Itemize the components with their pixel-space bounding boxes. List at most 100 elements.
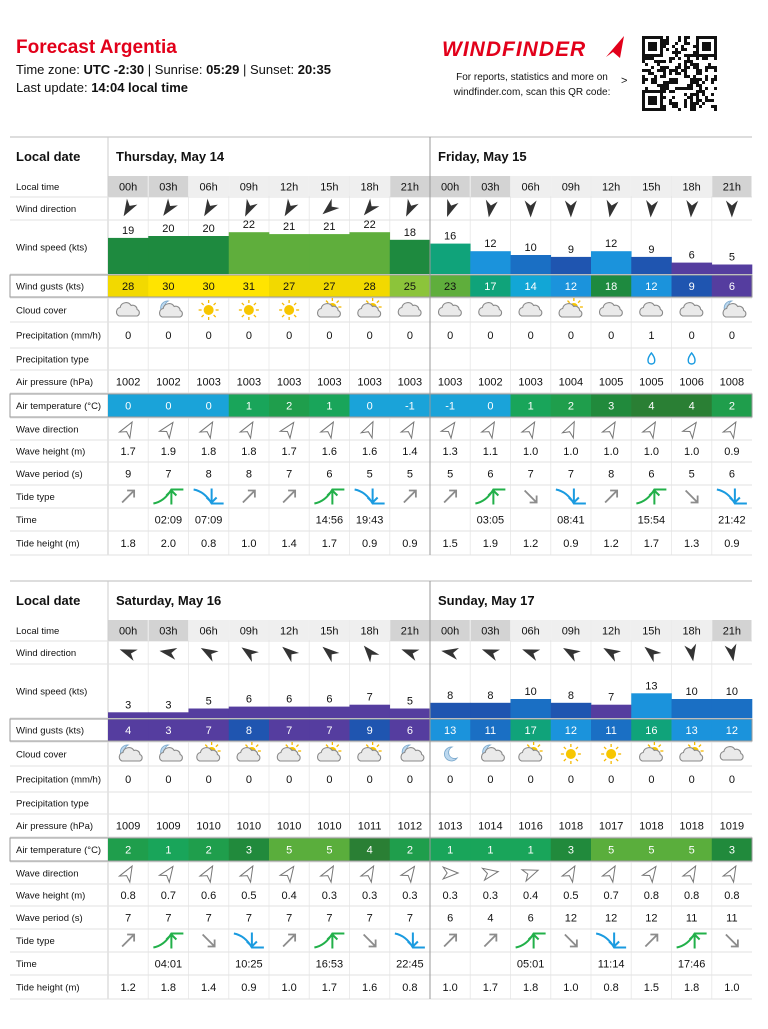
day-heading: Thursday, May 14 [116,149,225,164]
qr-module [696,81,699,84]
sun-ray [687,744,691,748]
cell-value: 1010 [196,821,220,833]
time-cell [470,620,510,641]
time-label: 09h [240,626,258,638]
cell-value: 1010 [237,821,261,833]
qr-module [705,75,708,78]
wind-arrow [606,199,619,218]
qr-module [708,54,711,57]
qr-module [669,90,672,93]
wind-value: 20 [203,223,215,235]
sun-ray [658,744,662,748]
qr-module [690,105,693,108]
wave-arrow [721,420,737,440]
cell-value: 27 [283,281,295,293]
time-label: 03h [481,626,499,638]
colored-cell [269,719,310,741]
sun-ray [603,758,607,762]
cell-value: 1 [528,845,534,857]
cloud-icon [276,742,302,762]
cell-value: 1.8 [241,446,256,458]
cell-value: 6 [729,469,735,481]
time-cell [430,176,470,197]
qr-module [705,69,708,72]
tide-arrow [362,933,377,948]
cell-value: 0.6 [201,890,216,902]
qr-module [696,84,699,87]
row-label: Wind direction [16,204,76,215]
time-cell [108,620,148,641]
wind-value: 6 [246,694,252,706]
cell-value: 1.7 [322,538,337,550]
qr-module [666,66,669,69]
cell-value: 2 [206,845,212,857]
time-label: 06h [521,626,539,638]
wave-arrow [520,420,536,440]
cell-value: 1.0 [563,446,578,458]
qr-module [663,96,666,99]
wave-arrow [480,420,496,440]
colored-cell [430,275,471,297]
cell-value: 1010 [317,821,341,833]
cell-value: 17 [525,725,537,737]
cell-value: 7 [286,469,292,481]
cell-value: 31 [243,281,255,293]
qr-module [654,96,657,99]
qr-module [705,66,708,69]
cell-value: 12 [726,725,738,737]
time-label: 03h [481,182,499,194]
colored-cell [510,394,552,417]
wind-arrow [123,198,138,217]
qr-module [675,81,678,84]
cell-value: 1.0 [281,982,296,994]
time-label: 09h [562,626,580,638]
qr-module [684,48,687,51]
colored-cell [309,719,350,741]
cell-value: 19:43 [356,515,384,527]
cell-value: 0.9 [402,538,417,550]
wind-bar [430,702,471,718]
row-label: Air temperature (°C) [16,401,101,412]
wind-arrow [401,649,420,661]
qr-module [681,87,684,90]
cloud-icon [679,742,704,762]
cell-value: 1.6 [362,446,377,458]
cell-value: 0 [407,774,413,786]
qr-module [696,99,699,102]
cell-value: 7 [568,469,574,481]
tide-icon [523,489,538,504]
qr-module [675,87,678,90]
qr-module [672,78,675,81]
wind-value: 3 [125,699,131,711]
tide-arrow [201,933,216,948]
qr-module [672,102,675,105]
cell-value: 4 [367,845,373,857]
qr-module [684,99,687,102]
wind-bar [470,702,511,718]
cell-value: 1003 [398,377,422,389]
colored-cell [389,838,431,861]
qr-module [657,54,660,57]
promo-arrow: > [621,75,627,87]
cell-value: 6 [407,725,413,737]
sun-ray [336,744,340,748]
tide-icon [282,933,297,948]
sun [243,305,254,315]
tide-icon [595,932,627,949]
qr-module [678,51,681,54]
qr-module [678,72,681,75]
colored-cell [671,275,713,297]
wind-arrow [686,200,699,218]
qr-module [714,36,717,39]
wind-value: 22 [364,219,376,231]
qr-module [684,102,687,105]
colored-cell [349,838,391,861]
tide-arrow [564,933,578,948]
qr-module [702,90,705,93]
colored-cell [108,394,149,417]
qr-module [675,51,678,54]
cloud [397,302,422,317]
time-label: 09h [240,182,258,194]
qr-module [690,96,693,99]
wind-arrow [447,198,459,217]
